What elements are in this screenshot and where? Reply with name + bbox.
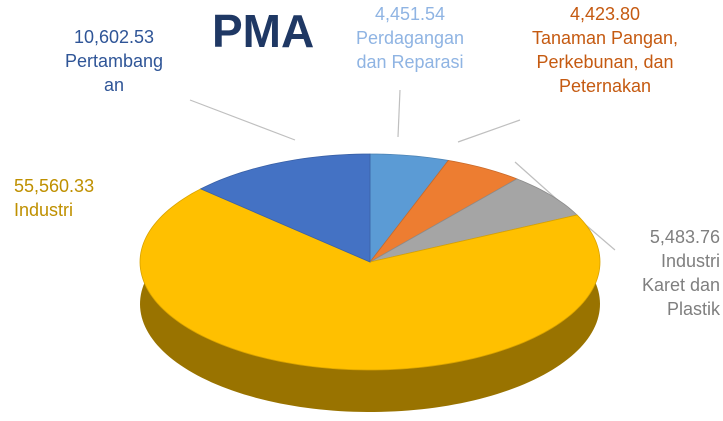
category-label: Pertambangan bbox=[64, 51, 164, 95]
category-label: Tanaman Pangan, Perkebunan, dan Peternak… bbox=[531, 28, 679, 96]
value-label: 4,423.80 bbox=[569, 4, 641, 24]
slice bbox=[199, 153, 371, 263]
slice bbox=[369, 160, 518, 263]
value-label: 5,483.76 bbox=[649, 227, 720, 247]
data-label: 4,423.80 Tanaman Pangan, Perkebunan, dan … bbox=[520, 2, 690, 98]
data-label: 5,483.76 Industri Karet dan Plastik bbox=[600, 225, 720, 321]
leader-line bbox=[457, 119, 521, 143]
category-label: Perdagangan dan Reparasi bbox=[355, 28, 465, 72]
data-label: 10,602.53 Pertambangan bbox=[58, 25, 170, 97]
value-label: 55,560.33 bbox=[14, 176, 95, 196]
data-label: 4,451.54 Perdagangan dan Reparasi bbox=[330, 2, 490, 74]
value-label: 10,602.53 bbox=[73, 27, 155, 47]
leader-line bbox=[397, 89, 401, 138]
pie-tops bbox=[139, 153, 601, 371]
slice bbox=[369, 153, 450, 264]
slice bbox=[369, 178, 578, 263]
category-label: Industri Karet dan Plastik bbox=[641, 251, 720, 319]
slice-side bbox=[140, 188, 600, 412]
data-label: 55,560.33 Industri bbox=[14, 174, 144, 222]
slice bbox=[139, 188, 601, 371]
value-label: 4,451.54 bbox=[374, 4, 446, 24]
leader-line bbox=[189, 99, 296, 141]
category-label: Industri bbox=[14, 200, 74, 220]
chart-title: PMA bbox=[212, 5, 315, 57]
